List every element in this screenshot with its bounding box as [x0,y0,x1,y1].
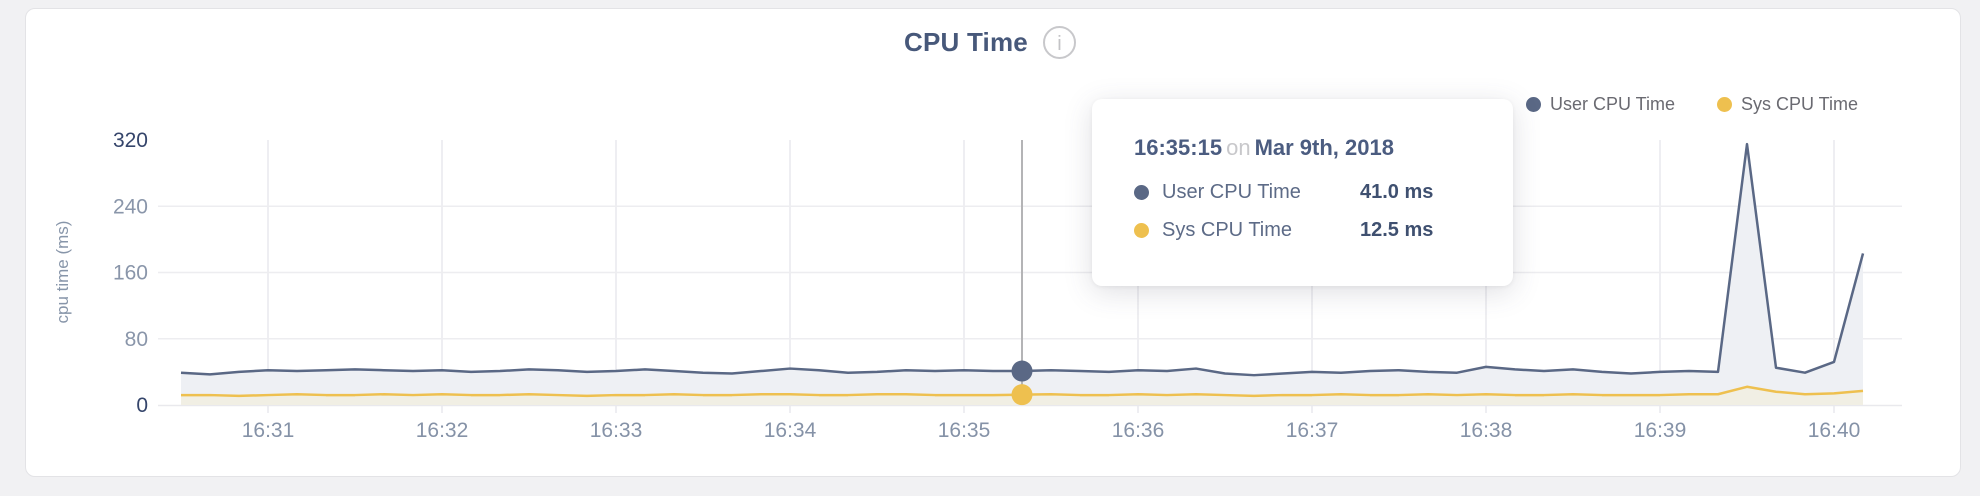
legend-label: User CPU Time [1549,94,1675,114]
hover-tooltip: 16:35:15 on Mar 9th, 2018 User CPU Time 41… [1092,99,1513,286]
tooltip-date: Mar 9th, 2018 [1254,135,1394,160]
info-icon[interactable]: i [1042,26,1076,59]
tooltip-rows: User CPU Time 41.0 ms Sys CPU Time 12.5 … [1134,173,1513,249]
svg-text:16:36: 16:36 [1112,419,1165,442]
sys-series-dot-icon [1716,97,1732,112]
tooltip-series-label: Sys CPU Time [1162,218,1293,241]
tooltip-series-value: 12.5 ms [1360,218,1434,241]
legend-item-sys-cpu-time[interactable]: Sys CPU Time [1716,94,1858,115]
svg-text:16:38: 16:38 [1460,419,1513,442]
chart-legend: User CPU Time Sys CPU Time [1525,94,1858,115]
sys-series-dot-icon [1134,222,1149,238]
user-series-dot-icon [1525,97,1541,112]
svg-text:16:32: 16:32 [416,419,469,442]
svg-text:16:40: 16:40 [1808,419,1861,442]
svg-text:16:37: 16:37 [1286,419,1339,442]
svg-text:80: 80 [125,328,148,351]
svg-text:16:35: 16:35 [938,419,991,442]
legend-label: Sys CPU Time [1740,94,1858,114]
svg-text:16:39: 16:39 [1634,419,1687,442]
tooltip-row-user: User CPU Time 41.0 ms [1134,173,1513,211]
tooltip-series-value: 41.0 ms [1360,180,1434,203]
tooltip-connector: on [1226,135,1251,160]
chart-title: CPU Time [904,27,1028,57]
tooltip-row-sys: Sys CPU Time 12.5 ms [1134,211,1513,249]
svg-text:320: 320 [113,129,148,152]
user-series-dot-icon [1134,184,1149,200]
svg-text:0: 0 [136,394,148,417]
svg-text:16:33: 16:33 [590,419,643,442]
svg-text:240: 240 [113,195,148,218]
svg-text:16:34: 16:34 [764,419,817,442]
svg-text:160: 160 [113,262,148,285]
tooltip-timestamp: 16:35:15 on Mar 9th, 2018 [1134,135,1513,161]
tooltip-time: 16:35:15 [1134,135,1223,160]
legend-item-user-cpu-time[interactable]: User CPU Time [1525,94,1675,115]
svg-text:cpu time (ms): cpu time (ms) [53,221,72,324]
tooltip-series-label: User CPU Time [1162,180,1301,203]
chart-header: CPU Time i [0,26,1980,59]
svg-text:16:31: 16:31 [242,419,295,442]
